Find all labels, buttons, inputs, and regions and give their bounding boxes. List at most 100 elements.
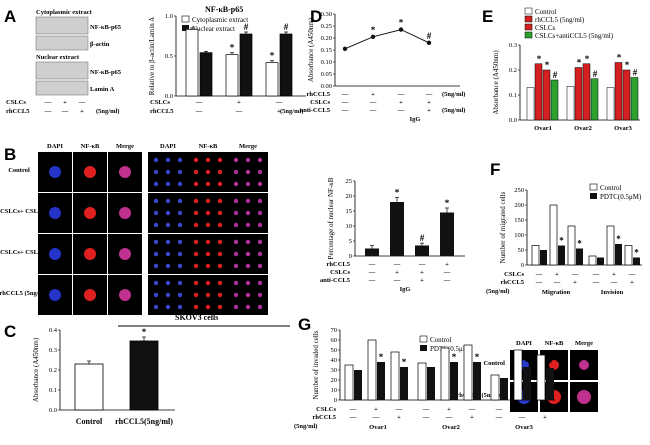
chart-e-legend-swatch-0	[524, 7, 533, 15]
chart-c-ytick-label-4: 0.4	[49, 327, 58, 334]
chart-d-row-sign-0-2: —	[397, 91, 405, 98]
chart-a-mark-0-1: *	[230, 43, 235, 53]
chart-g-bar-control-5	[463, 344, 473, 401]
chart-a-legend-2: Nuclear extract	[192, 25, 235, 33]
chart-g-ylabel: Number of invaded cells	[312, 330, 320, 399]
micro-b-field-dot-1-4-4	[205, 210, 211, 216]
chart-f-ytick-label-1: 50	[518, 247, 525, 254]
micro-b-field-dot-2-3-3	[153, 251, 159, 257]
chart-g-legend-swatch-1	[419, 335, 428, 343]
micro-b-field-dot-0-3-0	[153, 157, 159, 163]
micro-b-cell-nucleus-1-0	[49, 207, 61, 219]
chart-f-bar-control-4	[606, 225, 615, 266]
blot-row-sign-1-2: +	[80, 108, 84, 115]
chart-f-bar-control-3	[588, 255, 597, 266]
micro-b-field-dot-0-5-7	[245, 181, 251, 187]
chart-e-mark-0-1: *	[537, 54, 542, 64]
chart-g-legend-2: PDTC(0.5μM)	[430, 345, 472, 353]
chart-a-legend-swatch-1	[181, 15, 190, 23]
micro-b-field-dot-0-4-2	[217, 157, 223, 163]
chart-e-mark-2-1: *	[617, 53, 622, 63]
chart-b-mark-2: #	[420, 233, 425, 243]
micro-b-field-dot-1-3-5	[177, 210, 183, 216]
chart-a-bar-0-2	[265, 62, 279, 97]
chart-g-row-sign-1-3: —	[422, 414, 430, 421]
chart-f-legend-2: PDTC(0.5μM)	[600, 193, 642, 201]
micro-b-field-dot-0-4-4	[205, 169, 211, 175]
micro-b-field-dot-0-4-7	[205, 181, 211, 187]
chart-a-row-sign-1-0: —	[195, 108, 203, 115]
chart-a-row-sign-1-2: +	[277, 108, 281, 115]
micro-b-field-dot-3-4-3	[193, 292, 199, 298]
micro-b-field-dot-3-5-8	[257, 304, 263, 310]
micro-b-field-dot-2-5-7	[245, 263, 251, 269]
chart-c-ytick-label-1: 0.1	[49, 387, 57, 394]
chart-f-cat-0: Migration	[542, 289, 571, 296]
micro-b-field-dot-2-3-1	[165, 239, 171, 245]
micro-b-field-dot-3-4-0	[193, 280, 199, 286]
chart-e-mark-0-3: #	[553, 70, 558, 80]
chart-a-row-sign-0-0: —	[195, 99, 203, 106]
micro-b-header-2: Merge	[116, 143, 134, 150]
micro-b-cell-nucleus-1-2	[119, 207, 131, 219]
micro-b-field-dot-3-4-7	[205, 304, 211, 310]
chart-g-bar-pdtc-3	[427, 367, 435, 400]
chart-b-ytick-label-5: 25	[346, 178, 353, 185]
panel-label-e: E	[482, 7, 493, 26]
chart-f: 0 50 100 150 200 250 Number of migrated cells C…	[486, 183, 642, 296]
chart-d-unit-2: (5ng/ml)	[442, 107, 465, 114]
chart-d-ytick-label-6: 0.30	[321, 11, 332, 18]
chart-a-bar-1-1	[239, 33, 253, 97]
chart-d-ylabel: Absorbance (A450nm)	[307, 17, 315, 82]
chart-a-legend-swatch-2	[182, 25, 189, 31]
micro-b-header-0: DAPI	[47, 143, 63, 150]
chart-e-mark-0-2: *	[545, 60, 550, 70]
chart-a-ytick-label-1: 0.5	[165, 53, 173, 60]
chart-d-row-sign-2-3: +	[427, 107, 431, 114]
chart-c-cat-1: rhCCL5(5ng/ml)	[115, 417, 173, 426]
micro-b-field-dot-1-3-3	[153, 210, 159, 216]
chart-b-ytick-label-1: 5	[349, 238, 352, 245]
chart-g-row-sign-1-0: —	[349, 414, 357, 421]
micro-b-field-dot-1-3-4	[165, 210, 171, 216]
micro-b-field-dot-2-5-6	[233, 263, 239, 269]
micro-b-field-dot-1-3-2	[177, 198, 183, 204]
micro-b-field-dot-1-5-3	[233, 210, 239, 216]
micro-b-field-dot-0-3-6	[153, 181, 159, 187]
micro-b-cell-nucleus-2-1	[84, 248, 96, 260]
chart-a-row-sign-0-2: —	[275, 99, 283, 106]
chart-g-row-sign-1-6: —	[495, 414, 503, 421]
chart-b-row-sign-1-3: —	[443, 269, 451, 276]
micro-b-field-dot-0-4-0	[193, 157, 199, 163]
chart-b-row-sign-2-2: +	[420, 277, 424, 284]
micro-b-field-dot-0-5-0	[233, 157, 239, 163]
chart-g-bar-control-3	[417, 362, 427, 401]
chart-e-ytick-label-2: 0.2	[509, 67, 517, 74]
chart-e-legend-swatch-3	[524, 31, 533, 39]
chart-f-mark-5: *	[634, 248, 639, 258]
chart-e-legend-2: CSLCs	[535, 24, 556, 32]
micro-b-header-4: NF-κB	[199, 143, 218, 150]
chart-e-bar-1-2	[582, 63, 591, 121]
chart-d-row-sign-0-0: —	[341, 91, 349, 98]
micro-b-field-dot-2-4-2	[217, 239, 223, 245]
chart-g-row-sign-1-7: —	[518, 414, 526, 421]
blot-nuc-band-1	[35, 61, 89, 80]
chart-d-row-sign-1-2: +	[399, 99, 403, 106]
chart-g-bar-control-0	[344, 364, 354, 401]
micro-b-field-dot-3-3-6	[153, 304, 159, 310]
micro-b-field-dot-0-5-6	[233, 181, 239, 187]
micro-b-field-dot-3-4-4	[205, 292, 211, 298]
chart-f-legend-swatch-1	[589, 183, 598, 191]
micro-b-cell-nucleus-1-1	[84, 207, 96, 219]
chart-b-row-sign-1-2: +	[420, 269, 424, 276]
chart-d-row-sign-1-0: —	[341, 99, 349, 106]
chart-f-mark-2: *	[577, 239, 582, 249]
chart-b-row-label-2: anti-CCL5	[320, 277, 351, 284]
chart-a-mark-0-2: *	[270, 51, 275, 61]
chart-f-mark-1: *	[559, 236, 564, 246]
chart-e-bar-0-3	[550, 79, 559, 121]
micro-b-field-dot-1-5-6	[233, 222, 239, 228]
chart-e-bar-1-3	[590, 78, 599, 121]
